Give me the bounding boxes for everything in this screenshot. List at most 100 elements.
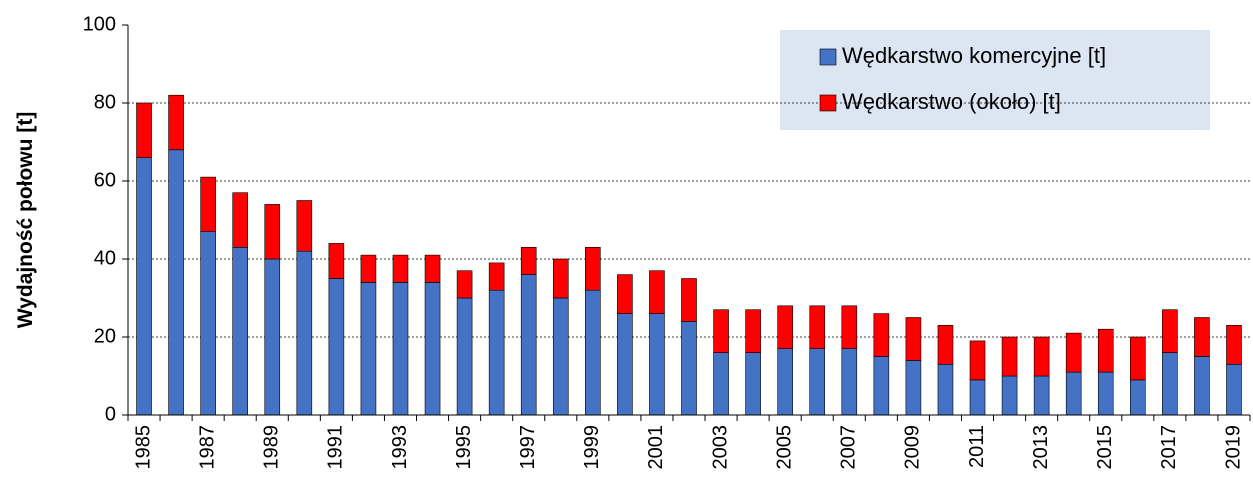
bar-segment — [585, 289, 601, 416]
x-tick-label: 2001 — [645, 425, 667, 470]
x-tick-label: 2013 — [1030, 425, 1052, 470]
bar-segment — [552, 297, 569, 416]
bar-segment — [777, 305, 793, 349]
bar-segment — [392, 282, 409, 416]
y-tick-label: 60 — [94, 169, 116, 191]
x-tick-label: 1997 — [517, 425, 539, 470]
bar-segment — [488, 262, 505, 291]
y-axis-label: Wydajność połowu [t] — [14, 112, 37, 329]
bar-segment — [168, 94, 184, 151]
bar-segment — [969, 379, 986, 416]
bar-segment — [713, 309, 729, 353]
y-tick-label: 0 — [105, 403, 116, 425]
bar-segment — [713, 352, 729, 416]
bar-segment — [136, 157, 152, 416]
bar-segment — [937, 363, 954, 416]
x-tick-label: 1993 — [389, 425, 411, 470]
bar-segment — [841, 305, 858, 349]
x-tick-label: 2007 — [838, 425, 860, 470]
bar-segment — [649, 270, 665, 314]
bar-segment — [1001, 375, 1018, 416]
bar-segment — [873, 356, 890, 416]
bar-segment — [873, 313, 890, 357]
bar-segment — [392, 254, 409, 283]
bar-segment — [937, 324, 954, 365]
x-tick-label: 2017 — [1158, 425, 1180, 470]
bar-segment — [841, 348, 858, 416]
bar-segment — [200, 176, 216, 233]
bar-segment — [264, 204, 281, 260]
x-tick-label: 2015 — [1094, 425, 1116, 470]
x-tick-label: 1989 — [261, 425, 283, 470]
bar-segment — [1033, 336, 1050, 377]
bar-segment — [1226, 324, 1242, 365]
bar-segment — [232, 192, 248, 248]
bar-segment — [809, 348, 826, 416]
bar-segment — [1065, 332, 1082, 373]
legend-label: Wędkarstwo komercyjne [t] — [842, 43, 1106, 68]
bar-segment — [745, 352, 761, 416]
legend-swatch — [819, 94, 837, 112]
bar-segment — [264, 258, 281, 416]
bar-segment — [1194, 356, 1210, 416]
y-tick-label: 20 — [94, 325, 116, 347]
bar-segment — [777, 348, 793, 416]
bar-segment — [488, 289, 505, 416]
y-tick-label: 80 — [94, 91, 116, 113]
bar-segment — [456, 270, 473, 299]
bar-segment — [1226, 363, 1242, 416]
x-tick-label: 2005 — [773, 425, 795, 470]
legend-box — [780, 30, 1210, 130]
bar-segment — [296, 200, 313, 252]
bar-segment — [745, 309, 761, 353]
bar-segment — [328, 278, 345, 416]
bar-segment — [328, 243, 345, 279]
x-tick-label: 1987 — [196, 425, 218, 470]
x-tick-label: 2003 — [709, 425, 731, 470]
bar-segment — [1130, 379, 1146, 416]
x-tick-label: 2019 — [1222, 425, 1244, 470]
bar-segment — [520, 274, 537, 416]
bar-segment — [681, 321, 697, 416]
bar-segment — [1097, 371, 1114, 416]
bar-segment — [200, 231, 216, 416]
bar-segment — [168, 149, 184, 416]
bar-segment — [360, 254, 377, 283]
bar-segment — [905, 360, 922, 416]
bar-segment — [617, 313, 633, 416]
x-tick-label: 1985 — [132, 425, 154, 470]
bar-segment — [296, 250, 313, 416]
bar-segment — [1162, 352, 1178, 416]
bar-segment — [1130, 336, 1146, 381]
bar-segment — [1097, 328, 1114, 373]
x-tick-label: 1999 — [581, 425, 603, 470]
bar-segment — [360, 282, 377, 416]
bar-segment — [1162, 309, 1178, 353]
bar-segment — [681, 278, 697, 322]
y-tick-label: 40 — [94, 247, 116, 269]
bar-segment — [969, 340, 986, 381]
bar-segment — [136, 102, 152, 158]
legend-swatch — [819, 48, 837, 66]
x-tick-label: 2009 — [902, 425, 924, 470]
bar-segment — [585, 247, 601, 291]
x-tick-label: 2011 — [966, 425, 988, 468]
x-tick-label: 1991 — [325, 425, 347, 470]
bar-segment — [1033, 375, 1050, 416]
bar-segment — [232, 247, 248, 416]
bar-segment — [424, 254, 441, 283]
bar-segment — [1065, 371, 1082, 416]
bar-segment — [1194, 317, 1210, 357]
x-tick-label: 1995 — [453, 425, 475, 470]
y-tick-label: 100 — [83, 13, 116, 35]
bar-segment — [905, 317, 922, 361]
bar-segment — [520, 247, 537, 275]
bar-segment — [424, 282, 441, 416]
bar-segment — [617, 274, 633, 314]
bar-segment — [809, 305, 826, 349]
bar-segment — [456, 297, 473, 416]
bar-segment — [1001, 336, 1018, 377]
legend-label: Wędkarstwo (około) [t] — [842, 89, 1061, 114]
bar-segment — [552, 258, 569, 299]
